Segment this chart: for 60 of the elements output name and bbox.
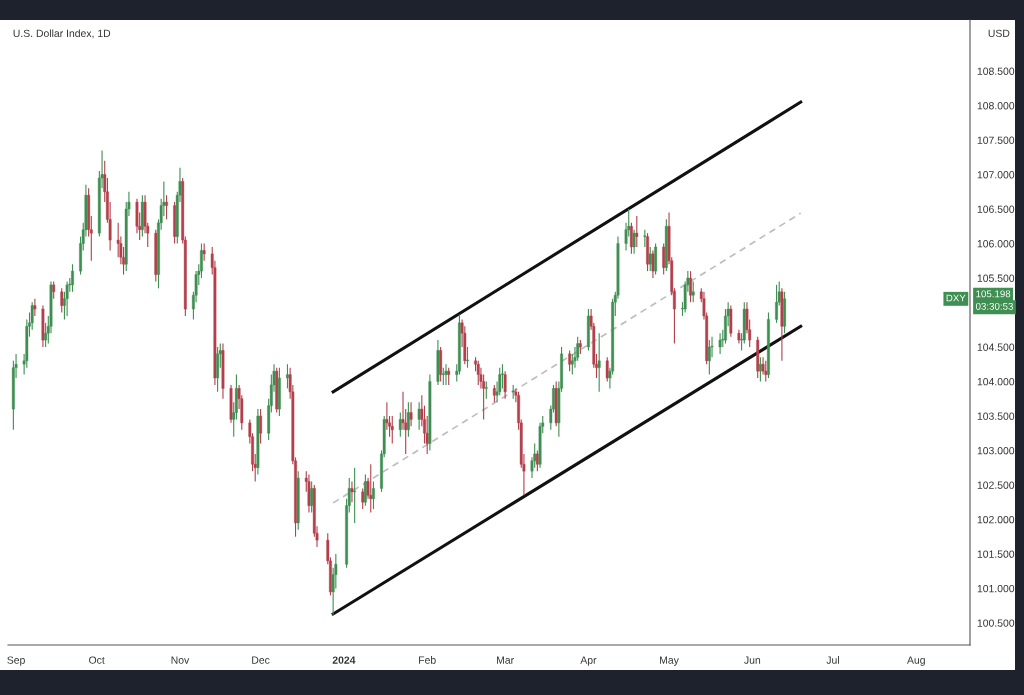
x-tick-label: Sep <box>7 656 25 666</box>
text: 105.198 <box>976 290 1011 298</box>
y-tick-label: 103.500 <box>977 412 1015 420</box>
candlestick <box>286 363 289 389</box>
candlestick <box>605 356 609 383</box>
y-tick-label: 103.000 <box>977 446 1015 455</box>
y-tick-label: 107.000 <box>977 171 1015 179</box>
x-tick-label: Aug <box>907 656 925 666</box>
candlestick <box>372 480 375 510</box>
candlestick <box>361 487 365 510</box>
x-tick-label: Oct <box>89 656 105 664</box>
y-tick-label: 104.000 <box>977 377 1015 386</box>
candlestick <box>353 467 357 524</box>
candlestick <box>764 360 768 383</box>
x-tick-label: Jul <box>826 656 839 664</box>
x-tick-label: 2024 <box>332 656 356 664</box>
y-tick-label: 101.000 <box>977 584 1015 593</box>
candlestick <box>718 332 722 355</box>
candlestick <box>65 280 69 317</box>
candlestick <box>33 298 37 317</box>
annotation: DXY <box>946 294 966 302</box>
candlestick <box>417 401 421 431</box>
candlestick <box>648 246 652 272</box>
candlestick <box>635 215 639 248</box>
x-tick-label: Nov <box>171 656 190 664</box>
candlestick <box>651 249 655 279</box>
candlestick <box>398 411 402 438</box>
candlestick <box>476 360 480 386</box>
y-axis-title: USD <box>988 29 1010 38</box>
y-tick-label: 105.500 <box>977 274 1015 282</box>
candlestick <box>775 284 778 324</box>
y-tick-label: 100.500 <box>977 619 1015 627</box>
text: 03:30:53 <box>975 302 1013 310</box>
x-tick-label: Apr <box>580 656 597 666</box>
y-tick-label: 106.000 <box>977 240 1015 248</box>
x-tick-label: Jun <box>744 656 761 664</box>
y-tick-label: 102.000 <box>977 515 1015 524</box>
candlestick <box>632 229 636 255</box>
x-tick-label: Feb <box>419 656 436 664</box>
candlestick <box>165 194 168 220</box>
candlestick <box>691 280 695 303</box>
y-tick-label: 107.500 <box>977 136 1015 144</box>
y-tick-label: 108.500 <box>977 67 1015 75</box>
candlestick <box>466 346 469 369</box>
candlestick <box>643 229 647 248</box>
candlestick <box>689 270 692 303</box>
x-tick-label: May <box>660 656 679 666</box>
candlestick <box>707 339 711 376</box>
text: U.S. Dollar Index, 1D <box>13 29 111 39</box>
y-tick-label: 106.500 <box>977 205 1015 213</box>
candlestick <box>259 408 263 445</box>
x-tick-label: Dec <box>252 656 270 664</box>
candlestick <box>369 463 373 514</box>
x-tick-label: Mar <box>497 656 514 664</box>
candlestick <box>409 401 413 427</box>
y-tick-label: 104.500 <box>977 343 1015 351</box>
y-tick-label: 101.500 <box>977 550 1015 558</box>
y-tick-label: 108.000 <box>977 102 1015 110</box>
candlestick <box>350 480 354 503</box>
y-tick-label: 102.500 <box>977 481 1015 489</box>
